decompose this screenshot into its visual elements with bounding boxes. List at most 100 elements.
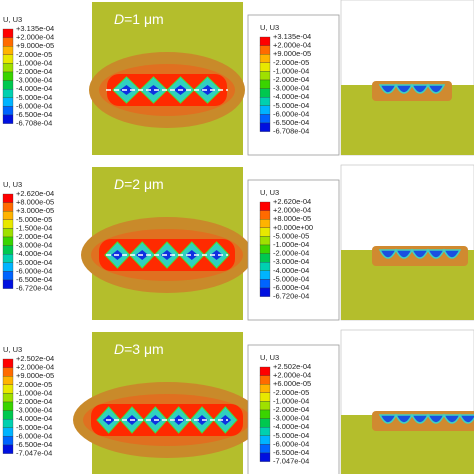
- section-dips: [378, 248, 462, 259]
- indent-core: [146, 85, 161, 95]
- legend-label: -6.000e-04: [16, 266, 52, 275]
- legend-label: -1.000e-04: [273, 66, 309, 75]
- legend-label: -6.720e-04: [273, 292, 309, 301]
- legend-swatch: [2, 271, 14, 281]
- legend-swatch: [259, 392, 271, 402]
- legend-swatch: [259, 122, 271, 132]
- legend-swatch: [259, 36, 271, 46]
- legend-swatch: [2, 89, 14, 98]
- diameter-symbol: D: [114, 11, 124, 27]
- legend-label: -6.500e-04: [273, 448, 309, 457]
- legend-label: +2.000e-04: [273, 371, 311, 380]
- legend-label: -2.000e-04: [273, 249, 309, 258]
- legend-label: -1.000e-04: [273, 396, 309, 405]
- legend-swatch: [2, 97, 14, 107]
- legend-label: -6.500e-04: [273, 118, 309, 127]
- legend-label: +3.000e-05: [16, 206, 54, 215]
- legend-swatch: [259, 219, 271, 228]
- legend-label: -6.500e-04: [16, 440, 52, 449]
- legend-label: -5.000e-04: [273, 431, 309, 440]
- legend-swatch: [259, 435, 271, 445]
- legend-swatch: [2, 358, 14, 368]
- legend-swatch: [2, 245, 14, 255]
- legend-label: -5.000e-04: [16, 93, 52, 102]
- legend-swatch: [2, 37, 14, 47]
- legend-label: -6.708e-04: [273, 127, 309, 136]
- legend-swatch: [259, 444, 271, 454]
- legend-swatch: [259, 244, 271, 254]
- diameter-value: =3 μm: [124, 341, 164, 357]
- legend-label: +2.502e-04: [16, 354, 54, 363]
- legend-label: -2.000e-05: [16, 380, 52, 389]
- indent-core: [219, 415, 232, 425]
- legend-swatch: [259, 227, 271, 237]
- legend-swatch: [2, 228, 14, 238]
- legend-label: -3.000e-04: [273, 84, 309, 93]
- legend-title: U, U3: [3, 180, 22, 189]
- diameter-label: D=1 μm: [114, 11, 164, 27]
- legend-swatch: [259, 88, 271, 98]
- legend-label: -5.000e-04: [273, 101, 309, 110]
- legend-label: -1.500e-04: [16, 223, 52, 232]
- legend-label: +8.000e-05: [273, 214, 311, 223]
- legend-swatch: [2, 279, 14, 289]
- legend-label: -7.047e-04: [16, 449, 52, 458]
- legend-label: +3.135e-04: [273, 32, 311, 41]
- legend-label: +2.620e-04: [273, 197, 311, 206]
- indent-core: [200, 85, 215, 95]
- legend-swatch: [259, 401, 271, 411]
- legend-label: -6.720e-04: [16, 284, 52, 293]
- legend-label: -4.000e-04: [273, 266, 309, 275]
- legend-label: +2.000e-04: [16, 33, 54, 42]
- legend-title: U, U3: [260, 188, 279, 197]
- legend-swatch: [259, 114, 271, 124]
- legend-label: -2.000e-05: [273, 388, 309, 397]
- legend-swatch: [259, 62, 271, 72]
- legend-label: -6.000e-04: [273, 439, 309, 448]
- legend-label: +3.135e-04: [16, 24, 54, 33]
- legend-swatch: [259, 262, 271, 271]
- legend-label: -6.000e-04: [273, 109, 309, 118]
- legend-label: +9.000e-05: [16, 41, 54, 50]
- legend-label: -2.000e-04: [16, 67, 52, 76]
- legend-label: -4.000e-04: [273, 92, 309, 101]
- legend-swatch: [2, 114, 14, 124]
- legend-title: U, U3: [260, 23, 279, 32]
- legend-label: -3.000e-04: [16, 76, 52, 85]
- legend-swatch: [2, 46, 14, 55]
- legend-label: -4.000e-04: [16, 414, 52, 423]
- legend-label: -6.000e-04: [16, 101, 52, 110]
- legend-swatch: [259, 375, 271, 385]
- diameter-symbol: D: [114, 341, 124, 357]
- diameter-symbol: D: [114, 176, 124, 192]
- legend-label: -1.000e-04: [16, 58, 52, 67]
- legend-swatch: [259, 210, 271, 220]
- legend-swatch: [259, 452, 271, 462]
- legend-title: U, U3: [260, 353, 279, 362]
- legend-label: -6.500e-04: [16, 275, 52, 284]
- legend-label: -2.000e-04: [273, 405, 309, 414]
- diameter-label: D=3 μm: [114, 341, 164, 357]
- legend-label: -2.000e-05: [273, 58, 309, 67]
- legend-swatch: [2, 106, 14, 116]
- legend-swatch: [2, 202, 14, 212]
- legend-label: +0.000e+00: [273, 223, 313, 232]
- legend-label: -5.000e-04: [273, 274, 309, 283]
- legend-swatch: [259, 253, 271, 263]
- legend-label: -1.000e-04: [16, 388, 52, 397]
- indent-core: [210, 250, 223, 260]
- legend-swatch: [259, 105, 271, 115]
- legend-label: -5.000e-05: [16, 215, 52, 224]
- legend-swatch: [259, 409, 271, 419]
- legend-swatch: [259, 366, 271, 376]
- legend-swatch: [259, 54, 271, 63]
- legend-swatch: [259, 287, 271, 297]
- legend-swatch: [2, 219, 14, 229]
- legend-swatch: [2, 262, 14, 272]
- legend-label: -4.000e-04: [16, 249, 52, 258]
- legend-swatch: [2, 401, 14, 411]
- legend-label: -6.500e-04: [16, 110, 52, 119]
- diameter-value: =2 μm: [124, 176, 164, 192]
- legend-label: -6.000e-04: [273, 283, 309, 292]
